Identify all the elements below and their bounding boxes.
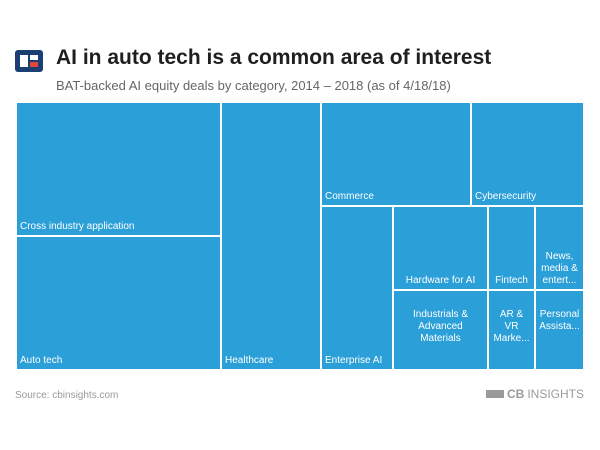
treemap-tile-commerce: Commerce xyxy=(321,102,471,206)
treemap-tile-healthcare: Healthcare xyxy=(221,102,321,370)
treemap-label: Hardware for AI xyxy=(405,275,476,286)
brand-cb: CB xyxy=(506,387,525,401)
treemap-label: Commerce xyxy=(325,191,374,202)
treemap-label: Auto tech xyxy=(20,355,63,366)
treemap-tile-ar-vr-marke: AR & VR Marke... xyxy=(488,290,535,370)
brand-mark-icon xyxy=(485,390,504,398)
treemap-label: Enterprise AI xyxy=(325,355,383,366)
treemap-tile-cybersecurity: Cybersecurity xyxy=(471,102,584,206)
treemap-label: Personal Assista... xyxy=(539,309,580,332)
treemap-label: News, media & entert... xyxy=(541,251,578,286)
treemap-label: AR & VR Marke... xyxy=(493,309,530,344)
treemap-label: Cross industry application xyxy=(20,221,135,232)
brand-wordmark: CB INSIGHTS xyxy=(485,387,584,401)
treemap-tile-industrials-advanced-materials: Industrials & Advanced Materials xyxy=(393,290,488,370)
treemap-label: Fintech xyxy=(495,275,528,286)
brand-insights: INSIGHTS xyxy=(527,387,584,401)
treemap-tile-fintech: Fintech xyxy=(488,206,535,290)
treemap-label: Cybersecurity xyxy=(475,191,537,202)
chart-subtitle: BAT-backed AI equity deals by category, … xyxy=(56,78,451,93)
treemap-tile-personal-assista: Personal Assista... xyxy=(535,290,584,370)
source-note: Source: cbinsights.com xyxy=(15,390,119,401)
cb-insights-logo-icon xyxy=(15,50,43,72)
chart-title: AI in auto tech is a common area of inte… xyxy=(56,46,492,69)
treemap: Cross industry application Auto tech Healt… xyxy=(16,102,584,370)
treemap-tile-cross-industry-application: Cross industry application xyxy=(16,102,221,236)
treemap-label: Industrials & Advanced Materials xyxy=(412,309,469,344)
treemap-tile-auto-tech: Auto tech xyxy=(16,236,221,370)
treemap-tile-hardware-for-ai: Hardware for AI xyxy=(393,206,488,290)
treemap-tile-news-media-entert: News, media & entert... xyxy=(535,206,584,290)
treemap-label: Healthcare xyxy=(225,355,274,366)
treemap-tile-enterprise-ai: Enterprise AI xyxy=(321,206,393,370)
